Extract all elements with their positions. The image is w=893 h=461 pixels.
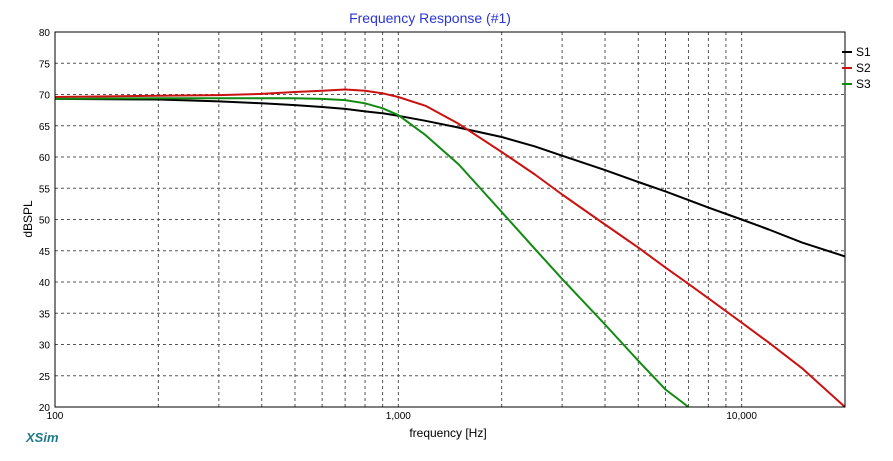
y-tick-label: 60 [39, 153, 51, 164]
chart-title: Frequency Response (#1) [349, 10, 511, 26]
series-line-s1 [54, 97, 846, 258]
y-tick-label: 45 [39, 247, 51, 258]
legend-label-s3: S3 [856, 77, 871, 91]
brand-logo-text: XSim [25, 430, 59, 445]
legend-label-s1: S1 [856, 45, 871, 59]
y-tick-label: 75 [39, 59, 51, 70]
y-tick-label: 65 [39, 122, 51, 133]
legend: S1 S2 S3 [842, 45, 871, 91]
series-line-s2 [54, 88, 846, 408]
y-tick-label: 25 [39, 372, 51, 383]
x-tick-label: 10,000 [726, 411, 757, 422]
y-axis-ticks: 20 25 30 35 40 45 50 55 60 65 70 75 80 [39, 28, 51, 414]
y-tick-label: 40 [39, 278, 51, 289]
y-tick-label: 70 [39, 91, 51, 102]
grid [55, 32, 845, 407]
y-tick-label: 20 [39, 403, 51, 414]
x-axis-label: frequency [Hz] [409, 426, 486, 440]
y-tick-label: 30 [39, 341, 51, 352]
x-tick-label: 1,000 [386, 411, 411, 422]
y-tick-label: 55 [39, 184, 51, 195]
y-tick-label: 50 [39, 216, 51, 227]
legend-label-s2: S2 [856, 61, 871, 75]
series-lines [54, 88, 846, 408]
y-tick-label: 35 [39, 309, 51, 320]
x-tick-label: 100 [47, 411, 64, 422]
y-tick-label: 80 [39, 28, 51, 39]
x-axis-ticks: 100 1,000 10,000 [47, 411, 758, 422]
plot-frame [54, 31, 846, 408]
y-axis-label: dBSPL [21, 200, 35, 238]
series-line-s3 [54, 97, 690, 408]
